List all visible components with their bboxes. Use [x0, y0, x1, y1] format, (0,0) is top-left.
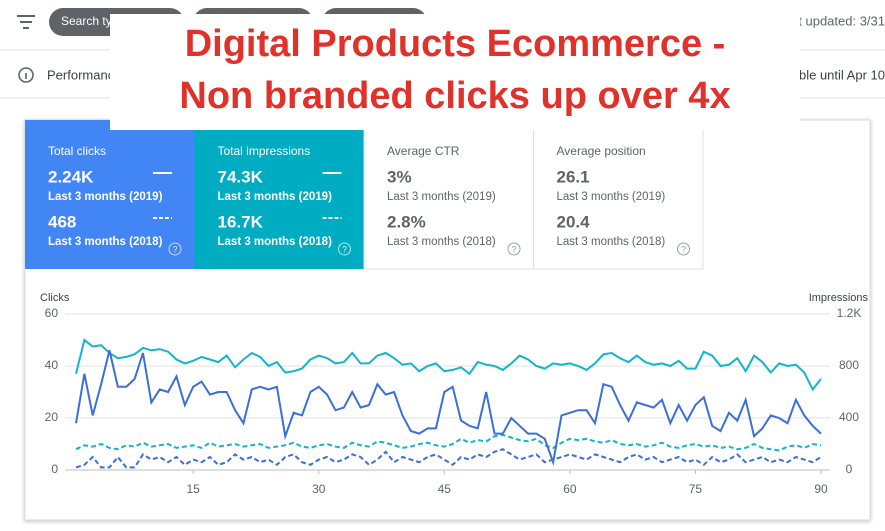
card-label: Total impressions — [218, 144, 311, 158]
y2-axis-title: Impressions — [809, 292, 869, 304]
y-tick-label: 60 — [45, 306, 59, 320]
card-value: 2.8% — [387, 212, 426, 231]
info-text: Performance — [47, 67, 121, 82]
y-axis-title: Clicks — [40, 292, 70, 304]
x-tick-label: 15 — [187, 482, 201, 496]
help-icon-glyph: ? — [342, 244, 347, 254]
card-value: 20.4 — [557, 212, 591, 231]
card-period: Last 3 months (2018) — [48, 236, 163, 248]
y2-tick-label: 800 — [839, 358, 859, 372]
x-tick-label: 90 — [814, 482, 828, 496]
x-tick-label: 60 — [563, 482, 577, 496]
metric-card[interactable] — [194, 120, 365, 269]
y-tick-label: 40 — [45, 358, 59, 372]
y2-tick-label: 1.2K — [837, 306, 862, 320]
card-period: Last 3 months (2019) — [557, 191, 666, 203]
help-icon-glyph: ? — [172, 244, 177, 254]
help-icon-glyph: ? — [681, 244, 686, 254]
overlay-title: Digital Products Ecommerce - — [185, 23, 726, 65]
help-icon — [338, 242, 351, 256]
card-period: Last 3 months (2018) — [387, 236, 496, 248]
card-value: 74.3K — [218, 167, 264, 186]
info-icon — [18, 67, 34, 83]
overlay-title: Non branded clicks up over 4x — [179, 75, 730, 117]
y2-tick-label: 400 — [839, 410, 859, 424]
card-label: Average position — [557, 144, 646, 158]
card-period: Last 3 months (2018) — [218, 236, 333, 248]
overlay-box — [110, 14, 800, 130]
card-period: Last 3 months (2019) — [387, 191, 496, 203]
y2-tick-label: 0 — [846, 462, 853, 476]
card-value: 16.7K — [218, 212, 264, 231]
card-value: 2.24K — [48, 167, 94, 186]
help-icon — [507, 242, 521, 256]
card-value: 468 — [48, 212, 76, 231]
help-icon-glyph: ? — [511, 244, 516, 254]
series-line — [75, 433, 822, 452]
card-label: Average CTR — [387, 144, 460, 158]
y-tick-label: 20 — [45, 410, 59, 424]
card-period: Last 3 months (2019) — [218, 191, 333, 203]
x-tick-label: 75 — [689, 482, 703, 496]
card-value: 26.1 — [557, 167, 590, 186]
card-period: Last 3 months (2019) — [48, 191, 163, 203]
y-tick-label: 0 — [51, 462, 58, 476]
filter-icon[interactable] — [17, 15, 35, 29]
card-value: 3% — [387, 167, 412, 186]
help-icon — [677, 242, 690, 256]
series-line — [75, 448, 822, 469]
last-updated: Last updated: 3/31 — [777, 13, 885, 28]
x-tick-label: 45 — [438, 482, 452, 496]
cards: Total clicks 2.24K Last 3 months (2019) 468… — [25, 119, 704, 270]
metric-card[interactable] — [533, 119, 704, 270]
series-line — [75, 338, 822, 392]
chart: Clicks Impressions 0 20 40 60 0 400 800 1.2K 15 30 4… — [40, 292, 869, 496]
chip-label: Search type — [61, 14, 125, 28]
card-label: Total clicks — [48, 144, 106, 158]
metric-card[interactable] — [363, 119, 534, 270]
series-line — [75, 350, 822, 467]
x-tick-label: 30 — [312, 482, 326, 496]
card-period: Last 3 months (2018) — [557, 236, 666, 248]
help-icon — [168, 242, 182, 256]
metric-card[interactable] — [25, 120, 195, 269]
